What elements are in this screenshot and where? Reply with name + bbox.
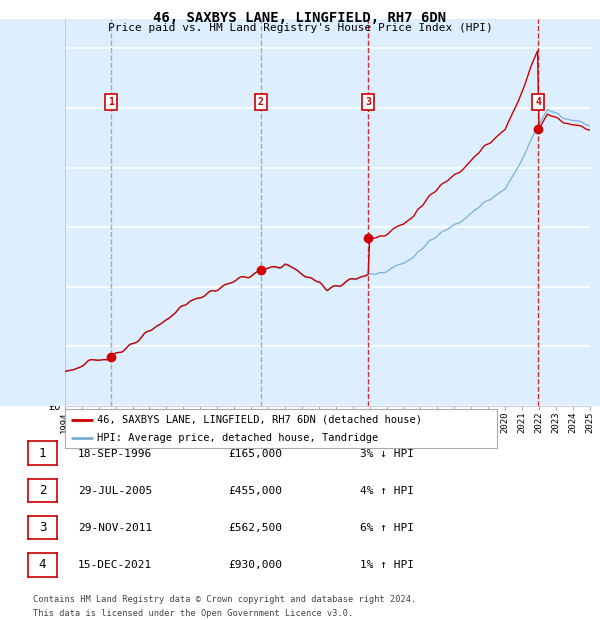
Text: 15-DEC-2021: 15-DEC-2021 — [78, 560, 152, 570]
Text: 3% ↓ HPI: 3% ↓ HPI — [360, 449, 414, 459]
Text: Price paid vs. HM Land Registry's House Price Index (HPI): Price paid vs. HM Land Registry's House … — [107, 23, 493, 33]
Text: 1: 1 — [39, 447, 46, 459]
Text: 18-SEP-1996: 18-SEP-1996 — [78, 449, 152, 459]
Text: 6% ↑ HPI: 6% ↑ HPI — [360, 523, 414, 533]
Text: 4: 4 — [535, 97, 541, 107]
Text: 4% ↑ HPI: 4% ↑ HPI — [360, 486, 414, 496]
Text: HPI: Average price, detached house, Tandridge: HPI: Average price, detached house, Tand… — [97, 433, 379, 443]
Text: 2: 2 — [39, 484, 46, 497]
Text: 46, SAXBYS LANE, LINGFIELD, RH7 6DN: 46, SAXBYS LANE, LINGFIELD, RH7 6DN — [154, 11, 446, 25]
Text: £562,500: £562,500 — [228, 523, 282, 533]
Text: 29-NOV-2011: 29-NOV-2011 — [78, 523, 152, 533]
Text: 1% ↑ HPI: 1% ↑ HPI — [360, 560, 414, 570]
Text: £455,000: £455,000 — [228, 486, 282, 496]
Text: Contains HM Land Registry data © Crown copyright and database right 2024.: Contains HM Land Registry data © Crown c… — [33, 595, 416, 604]
Text: £930,000: £930,000 — [228, 560, 282, 570]
Text: This data is licensed under the Open Government Licence v3.0.: This data is licensed under the Open Gov… — [33, 609, 353, 618]
Text: 3: 3 — [39, 521, 46, 534]
Text: 2: 2 — [258, 97, 264, 107]
Text: £165,000: £165,000 — [228, 449, 282, 459]
Text: 1: 1 — [108, 97, 114, 107]
Text: 29-JUL-2005: 29-JUL-2005 — [78, 486, 152, 496]
Text: 3: 3 — [365, 97, 371, 107]
Text: 4: 4 — [39, 559, 46, 571]
Text: 46, SAXBYS LANE, LINGFIELD, RH7 6DN (detached house): 46, SAXBYS LANE, LINGFIELD, RH7 6DN (det… — [97, 415, 422, 425]
